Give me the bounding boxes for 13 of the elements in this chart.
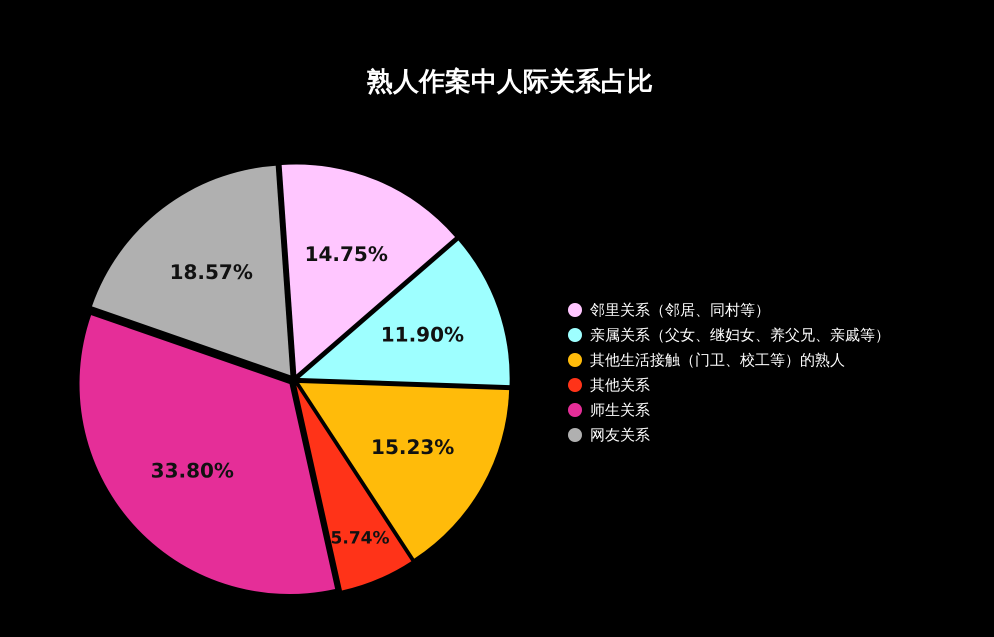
data-label: 11.90%	[380, 322, 464, 347]
data-label: 14.75%	[304, 242, 388, 266]
data-label: 33.80%	[150, 458, 234, 483]
chart-title: 熟人作案中人际关系占比	[366, 67, 653, 97]
legend-label: 邻里关系（邻居、同村等）	[590, 301, 770, 319]
data-label: 5.74%	[330, 528, 390, 548]
legend-label: 其他关系	[590, 376, 650, 394]
legend-label: 其他生活接触（门卫、校工等）的熟人	[590, 351, 845, 369]
legend-label: 师生关系	[590, 401, 650, 419]
data-label: 15.23%	[371, 434, 454, 459]
legend-label: 网友关系	[590, 426, 650, 444]
data-label: 18.57%	[170, 260, 253, 284]
legend-label: 亲属关系（父女、继妇女、养父兄、亲戚等）	[590, 326, 890, 344]
